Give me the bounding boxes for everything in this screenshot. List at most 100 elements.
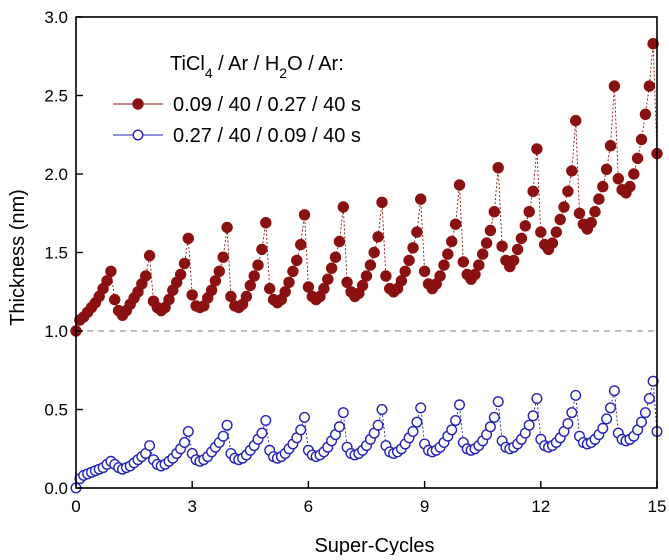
data-point [484,224,497,237]
data-point [295,238,307,251]
data-point [411,226,423,238]
data-point [186,289,198,301]
y-axis-title: Thickness (nm) [7,189,29,326]
data-point [628,168,640,180]
data-point [279,286,291,298]
data-point [105,265,117,278]
legend-title: TiCl4 / Ar / H2O / Ar: [170,53,344,81]
data-point [453,179,466,191]
data-point [601,413,613,425]
data-point [252,259,264,271]
legend-label: 0.27 / 40 / 0.09 / 40 s [173,125,361,147]
data-point [364,259,377,271]
data-point [256,243,268,256]
x-tick-label: 9 [420,497,429,516]
data-point [144,440,156,452]
data-point [322,273,334,285]
data-point [496,240,508,252]
data-point [527,410,539,422]
data-point [647,38,659,50]
legend-label: 0.09 / 40 / 0.27 / 40 s [173,94,361,116]
data-point [213,265,226,278]
data-point [604,139,617,152]
data-point [562,418,574,430]
legend-marker [132,129,144,141]
y-tick-label: 1.5 [44,244,68,263]
x-tick-label: 15 [648,497,667,516]
data-point [643,393,655,405]
data-point [488,411,500,423]
data-point [415,402,427,414]
data-point [221,419,233,431]
y-tick-label: 2.0 [44,165,68,184]
data-point [612,172,625,185]
data-point [511,243,524,256]
data-point [450,415,462,427]
data-point [209,275,222,287]
data-point [337,407,349,419]
data-point [442,248,454,260]
data-point [608,385,620,397]
data-point [527,185,539,198]
data-point [639,108,652,121]
data-point [570,114,582,127]
data-point [260,216,272,229]
x-tick-label: 3 [187,497,196,516]
legend-title-part: TiCl [170,53,205,75]
data-point [178,437,190,449]
data-point [492,396,504,408]
data-point [446,235,458,248]
data-point [515,232,528,245]
data-point [139,270,152,282]
data-point [217,430,229,442]
data-point [573,207,586,220]
data-point [631,152,644,165]
y-tick-label: 0.5 [44,401,68,420]
legend-item-2: 0.27 / 40 / 0.09 / 40 s [113,125,361,147]
data-point [380,270,392,282]
data-point [329,251,342,263]
legend-item-1: 0.09 / 40 / 0.27 / 40 s [113,94,361,116]
data-point [240,290,253,303]
y-tick-label: 2.5 [44,87,68,106]
data-point [473,259,485,271]
x-tick-label: 6 [304,497,313,516]
data-point [101,275,113,287]
series-1 [70,38,663,337]
data-point [484,421,496,433]
x-tick-label: 0 [71,497,80,516]
data-point [457,256,470,268]
data-point [287,265,299,278]
data-point [283,276,295,289]
data-point [337,201,350,213]
data-point [333,235,346,248]
data-point [480,237,493,249]
data-point [597,180,609,193]
data-point [372,419,384,431]
data-point [333,421,345,433]
x-axis-title: Super-Cycles [314,535,434,555]
x-tick-label: 12 [531,497,550,516]
data-point [438,259,450,271]
data-point [244,279,257,292]
data-point [299,411,311,423]
data-point [558,201,570,213]
legend-title-subscript: 4 [205,65,213,81]
data-point [639,407,651,419]
data-point [376,196,388,209]
data-point [449,218,462,230]
data-point [566,165,578,177]
data-point [360,270,373,282]
data-point [264,282,276,295]
data-point [477,248,489,260]
data-point [508,254,520,267]
legend-title-part: O / Ar: [287,53,344,75]
data-point [256,427,268,439]
data-point [636,416,648,428]
data-point [635,133,648,146]
data-point [302,281,315,293]
data-point [434,270,446,282]
data-point [585,216,597,229]
data-point [260,415,272,427]
